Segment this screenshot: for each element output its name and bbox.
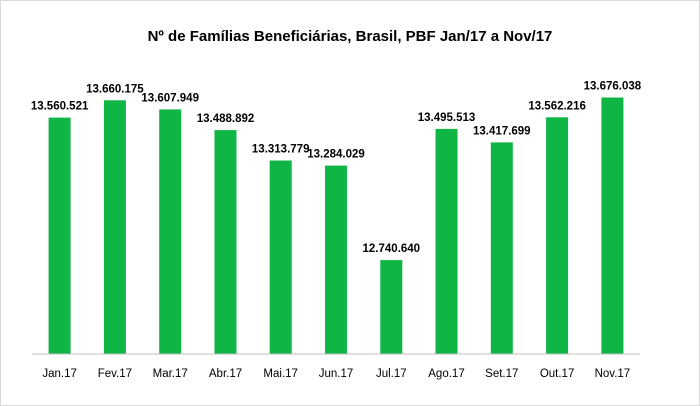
- x-tick-label: Ago.17: [428, 368, 464, 380]
- x-tick-label: Mai.17: [263, 368, 298, 380]
- x-tick-label: Fev.17: [98, 368, 132, 380]
- x-tick-label: Out.17: [540, 368, 575, 380]
- bar-nov-17: [601, 97, 624, 354]
- bar-jul-17: [380, 260, 403, 354]
- x-tick-label: Nov.17: [595, 368, 631, 380]
- data-label: 13.676.038: [584, 81, 642, 93]
- x-tick-label: Jan.17: [42, 368, 77, 380]
- bar-mai-17: [269, 160, 292, 354]
- data-label: 12.740.640: [363, 243, 421, 255]
- x-tick-label: Mar.17: [153, 368, 188, 380]
- data-label: 13.495.513: [418, 112, 476, 124]
- bar-set-17: [490, 142, 513, 354]
- ticks-layer: Jan.17 Fev.17 Mar.17 Abr.17 Mai.17 Jun.17 Jul.…: [42, 368, 630, 380]
- bar-mar-17: [159, 109, 182, 355]
- x-tick-label: Abr.17: [209, 368, 242, 380]
- data-label: 13.284.029: [307, 149, 365, 161]
- data-label: 13.560.521: [31, 101, 89, 113]
- chart-title: Nº de Famílias Beneficiárias, Brasil, PB…: [147, 28, 553, 45]
- data-label: 13.488.892: [197, 113, 255, 125]
- bar-out-17: [546, 117, 569, 354]
- x-tick-label: Jun.17: [319, 368, 354, 380]
- data-label: 13.313.779: [252, 144, 310, 156]
- data-label: 13.417.699: [473, 125, 531, 137]
- bar-ago-17: [435, 128, 458, 354]
- bars-layer: [48, 97, 624, 355]
- data-label: 13.607.949: [141, 92, 199, 104]
- data-label: 13.562.216: [528, 100, 586, 112]
- data-label: 13.660.175: [86, 83, 144, 95]
- bar-jun-17: [325, 165, 347, 354]
- bar-jan-17: [48, 117, 71, 354]
- bar-fev-17: [103, 100, 126, 354]
- x-tick-label: Set.17: [485, 368, 518, 380]
- bar-abr-17: [214, 130, 237, 354]
- x-tick-label: Jul.17: [376, 368, 407, 380]
